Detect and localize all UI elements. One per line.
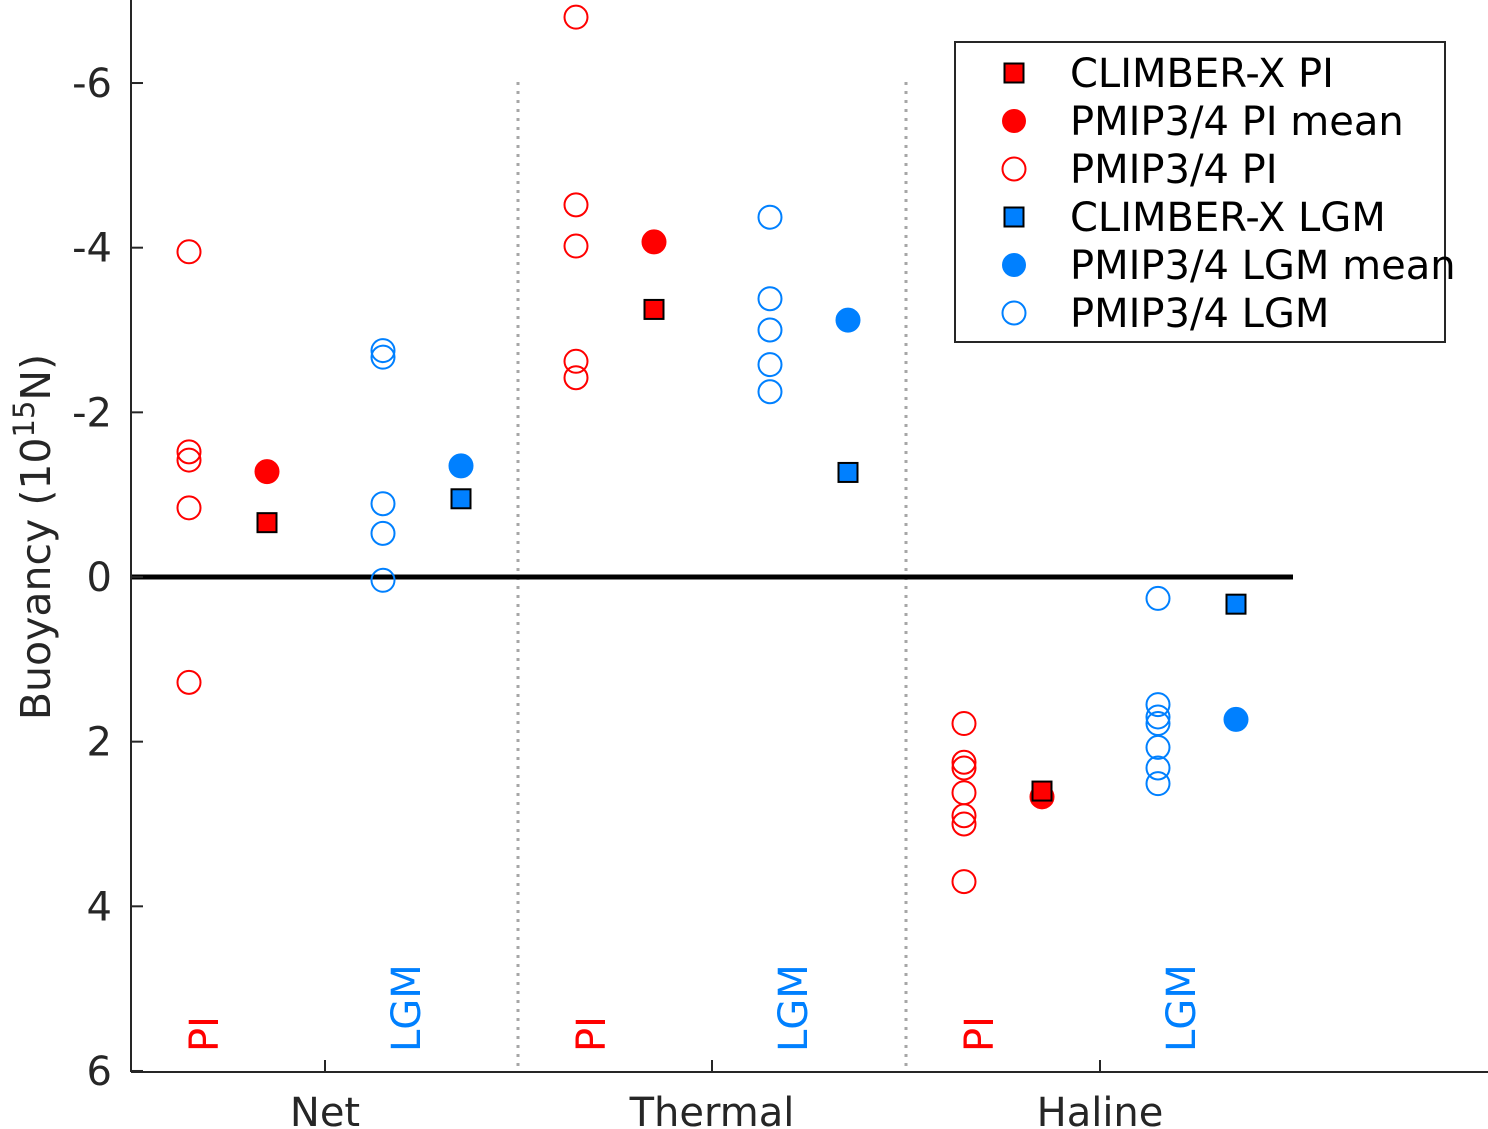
legend-marker-square: [1003, 62, 1025, 84]
x-tick-label-haline: Haline: [1037, 1090, 1164, 1129]
subgroup-label-lgm: LGM: [771, 964, 817, 1052]
subgroup-label-lgm: LGM: [384, 964, 430, 1052]
legend-label: PMIP3/4 LGM: [1070, 291, 1329, 337]
legend-label: PMIP3/4 PI: [1070, 147, 1278, 193]
legend-marker-open-circle: [1001, 156, 1027, 182]
y-axis-label: Buoyancy (1015N): [7, 354, 60, 720]
pi-climber-point: [256, 512, 278, 534]
lgm-model-point: [370, 338, 396, 364]
legend-label: CLIMBER-X PI: [1070, 51, 1334, 97]
pi-model-point: [951, 711, 977, 737]
pi-model-point: [951, 803, 977, 829]
y-tick-label: -4: [72, 226, 112, 272]
pi-climber-point: [643, 298, 665, 320]
legend-marker-square: [1003, 206, 1025, 228]
lgm-model-point: [1145, 755, 1171, 781]
legend-label: PMIP3/4 LGM mean: [1070, 243, 1456, 289]
pi-model-point: [176, 669, 202, 695]
lgm-climber-point: [837, 461, 859, 483]
pi-model-point: [176, 439, 202, 465]
y-tick-label: 6: [87, 1049, 112, 1095]
lgm-model-point: [757, 379, 783, 405]
lgm-model-point: [370, 567, 396, 593]
pi-climber-point: [1031, 780, 1053, 802]
pi-model-point: [951, 749, 977, 775]
pi-model-point: [951, 869, 977, 895]
legend-label: CLIMBER-X LGM: [1070, 195, 1386, 241]
pi-model-point: [563, 4, 589, 30]
pi-model-point: [563, 348, 589, 374]
legend-marker-open-circle: [1001, 300, 1027, 326]
y-tick-label: 0: [87, 555, 112, 601]
y-tick-label: 4: [87, 884, 112, 930]
x-tick-label-net: Net: [290, 1090, 360, 1129]
y-tick-label: 2: [87, 720, 112, 766]
lgm-model-point: [370, 491, 396, 517]
x-tick-label-thermal: Thermal: [629, 1090, 795, 1129]
pi-model-point: [176, 447, 202, 473]
y-axis-label-text: Buoyancy: [12, 519, 60, 720]
lgm-mean-point: [1223, 706, 1249, 732]
subgroup-label-pi: PI: [182, 1016, 228, 1052]
legend-label: PMIP3/4 PI mean: [1070, 99, 1404, 145]
y-axis-unit-exponent: 15: [7, 401, 41, 438]
pi-mean-point: [254, 459, 280, 485]
subgroup-label-pi: PI: [569, 1016, 615, 1052]
axes: -6 -4 -2 0 2 4 6 Net Thermal Haline: [72, 0, 1488, 1129]
lgm-model-point: [757, 352, 783, 378]
pi-model-point: [563, 233, 589, 259]
plot-area: PI LGM PI LGM PI LGM: [131, 4, 1293, 1072]
pi-model-point: [951, 780, 977, 806]
lgm-model-point: [757, 204, 783, 230]
legend-marker-filled-circle: [1002, 253, 1026, 277]
lgm-mean-point: [835, 307, 861, 333]
y-tick-label: -2: [72, 390, 112, 436]
pi-model-point: [563, 365, 589, 391]
subgroup-label-pi: PI: [957, 1016, 1003, 1052]
lgm-model-point: [757, 286, 783, 312]
lgm-model-point: [757, 317, 783, 343]
pi-model-point: [563, 192, 589, 218]
legend-marker-filled-circle: [1002, 109, 1026, 133]
lgm-climber-point: [450, 488, 472, 510]
lgm-climber-point: [1225, 593, 1247, 615]
y-tick-label: -6: [72, 61, 112, 107]
lgm-model-point: [1145, 771, 1171, 797]
lgm-model-point: [370, 520, 396, 546]
lgm-model-point: [1145, 585, 1171, 611]
pi-model-point: [176, 495, 202, 521]
pi-model-point: [176, 239, 202, 265]
lgm-model-point: [1145, 734, 1171, 760]
y-axis-unit-tail: N): [12, 354, 60, 401]
subgroup-label-lgm: LGM: [1159, 964, 1205, 1052]
lgm-model-point: [1145, 704, 1171, 730]
legend-box: [954, 41, 1446, 343]
pi-model-point: [951, 811, 977, 837]
lgm-model-point: [370, 344, 396, 370]
y-axis-unit-base: (10: [12, 437, 60, 505]
lgm-model-point: [1145, 692, 1171, 718]
lgm-mean-point: [448, 453, 474, 479]
pi-mean-point: [641, 229, 667, 255]
pi-model-point: [951, 755, 977, 781]
